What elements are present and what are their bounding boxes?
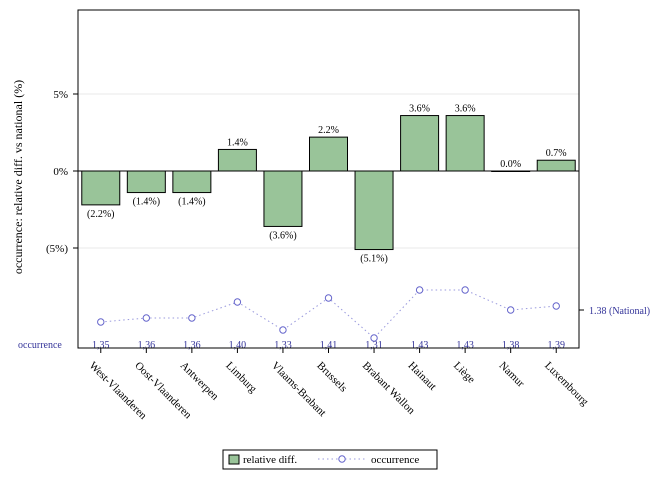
- occurrence-value: 1,43: [456, 340, 474, 351]
- bar: [126, 170, 166, 194]
- y-axis: 5% 0% (5%): [46, 89, 78, 255]
- bar-data-label: 0.0%: [500, 159, 521, 170]
- occurrence-value: 1,35: [92, 340, 110, 351]
- occurrence-series: [97, 286, 584, 342]
- gridlines: [78, 93, 579, 249]
- y-tick-label: 0%: [53, 166, 68, 178]
- bar: [172, 170, 212, 194]
- occurrence-point: [415, 286, 424, 294]
- bar-data-label: (5.1%): [360, 254, 388, 265]
- bar: [354, 170, 394, 251]
- legend: relative diff. occurrence: [222, 449, 438, 470]
- x-tick-label: Antwerpen: [178, 360, 221, 403]
- x-tick-label: Limburg: [223, 360, 259, 396]
- bar-data-label: 3.6%: [455, 104, 476, 115]
- occurrence-point: [461, 286, 469, 294]
- bar-data-label: 0.7%: [546, 148, 567, 159]
- occurrence-value: 1,36: [138, 340, 156, 351]
- occurrence-point: [233, 298, 242, 306]
- legend-box: [222, 449, 438, 470]
- x-tick-label: Luxembourg: [542, 360, 591, 409]
- y-tick-label: 5%: [53, 89, 68, 101]
- occurrence-value: 1,31: [365, 340, 383, 351]
- bar: [536, 159, 576, 172]
- bar: [309, 136, 348, 172]
- national-label: 1.38 (National): [589, 306, 650, 317]
- x-tick-label: Namur: [497, 360, 527, 390]
- occurrence-point: [506, 306, 515, 314]
- bar: [445, 115, 485, 172]
- y-tick-label: (5%): [46, 243, 68, 255]
- occurrence-point: [552, 302, 560, 310]
- bar: [263, 170, 303, 227]
- occurrence-value: 1,39: [547, 340, 565, 351]
- legend-label-occurrence: occurrence: [371, 454, 419, 466]
- occurrence-point: [324, 294, 333, 302]
- occurrence-point: [142, 314, 151, 322]
- bar-data-label: (2.2%): [87, 209, 115, 220]
- bar-data-label: (1.4%): [178, 197, 206, 208]
- bar-data-label: (1.4%): [133, 197, 161, 208]
- bar: [217, 148, 257, 172]
- bar-data-labels: (2.2%) (1.4%) (1.4%) 1.4% (3.6%) 2.2% (5.1%) 3.…: [87, 104, 567, 265]
- bar: [400, 115, 440, 172]
- occurrence-value: 1,43: [411, 340, 429, 351]
- x-tick-label: Hainaut: [405, 360, 438, 393]
- occurrence-row-label: occurrence: [18, 340, 62, 351]
- occurrence-values-row: 1,35 1,36 1,36 1,40 1,33 1,41 1,31 1,43 1,43 1,38…: [92, 340, 565, 351]
- legend-label-relative-diff: relative diff.: [243, 454, 297, 466]
- occurrence-point: [97, 318, 105, 326]
- legend-bar-swatch: [228, 454, 240, 465]
- x-tick-label: Brussels: [314, 360, 349, 395]
- occurrence-point: [370, 334, 378, 342]
- occurrence-point: [188, 314, 196, 322]
- occurrence-value: 1,41: [320, 340, 338, 351]
- bar-data-label: 3.6%: [409, 104, 430, 115]
- x-tick-label: Liège: [451, 360, 477, 386]
- bar-data-label: 1.4%: [227, 137, 248, 148]
- occurrence-value: 1,33: [274, 340, 292, 351]
- occurrence-point: [279, 326, 287, 334]
- bar-series: [81, 115, 576, 251]
- y-axis-label: occurrence: relative diff. vs national (…: [11, 80, 25, 274]
- bar-data-label: 2.2%: [318, 125, 339, 136]
- legend-marker-icon: [338, 455, 346, 463]
- occurrence-value: 1,36: [183, 340, 201, 351]
- occurrence-value: 1,38: [502, 340, 520, 351]
- bar-data-label: (3.6%): [269, 230, 297, 241]
- bar: [81, 170, 121, 206]
- occurrence-value: 1,40: [229, 340, 247, 351]
